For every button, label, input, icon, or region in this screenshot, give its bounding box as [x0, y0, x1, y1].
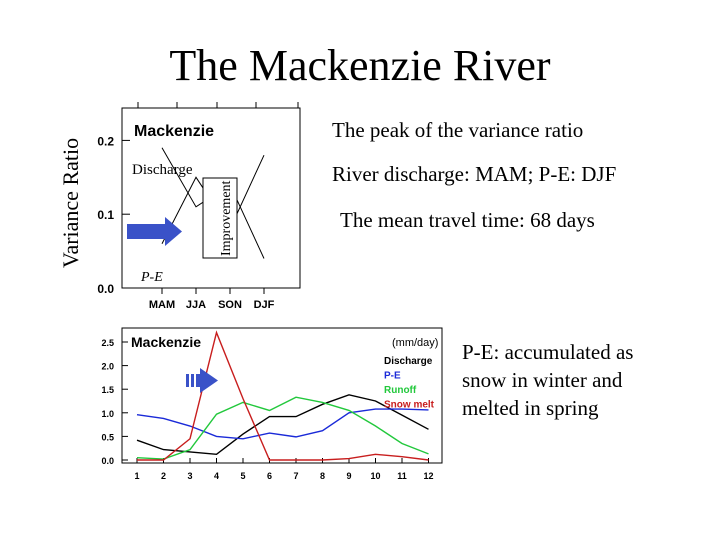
variance-x-tick-label: MAM — [149, 299, 175, 311]
legend-snowmelt: Snow melt — [384, 400, 435, 411]
legend-pe: P-E — [384, 371, 401, 382]
monthly-chart-frame — [121, 327, 443, 464]
variance-y-tick-label: 0.2 — [97, 134, 114, 148]
legend-discharge: Discharge — [384, 356, 433, 367]
note-pe-line-1: P-E: accumulated as — [462, 340, 634, 364]
monthly-y-tick-label: 1.5 — [101, 385, 114, 395]
unit-label: (mm/day) — [392, 337, 438, 349]
snowmelt-line — [137, 330, 429, 461]
variance-plot-border — [121, 107, 301, 289]
monthly-x-tick-label: 5 — [240, 471, 245, 481]
page-title: The Mackenzie River — [169, 41, 551, 90]
variance-x-tick-label: DJF — [254, 299, 275, 311]
discharge-series-label: Discharge — [132, 162, 193, 178]
monthly-y-tick-label: 0.5 — [101, 432, 114, 442]
monthly-y-tick-label: 1.0 — [101, 409, 114, 419]
improvement-box — [202, 177, 238, 259]
monthly-x-tick-label: 6 — [267, 471, 272, 481]
monthly-y-tick-label: 0.0 — [101, 456, 114, 466]
note-pe-line-3: melted in spring — [462, 396, 599, 420]
runoff-line — [136, 396, 429, 460]
monthly-x-tick-label: 8 — [320, 471, 325, 481]
monthly-legend: Discharge P-E Runoff Snow melt — [384, 356, 435, 411]
pe-series-label: P-E — [140, 270, 163, 285]
variance-x-tick-label: SON — [218, 299, 242, 311]
monthly-x-tick-label: 11 — [397, 471, 407, 481]
note-travel-time: The mean travel time: 68 days — [340, 208, 595, 232]
variance-y-tick-label: 0.0 — [97, 282, 114, 296]
monthly-chart-title: Mackenzie — [131, 334, 201, 350]
monthly-x-tick-label: 4 — [214, 471, 219, 481]
monthly-x-tick-label: 2 — [161, 471, 166, 481]
pe-line — [136, 408, 429, 440]
note-discharge-season: River discharge: MAM; P-E: DJF — [332, 162, 617, 186]
monthly-y-tick-label: 2.0 — [101, 362, 114, 372]
variance-chart-title: Mackenzie — [134, 123, 214, 140]
monthly-plot-border — [121, 327, 443, 464]
monthly-x-tick-label: 9 — [346, 471, 351, 481]
improvement-label: Improvement — [219, 180, 234, 256]
variance-y-tick-label: 0.1 — [97, 208, 114, 222]
note-pe-explanation: P-E: accumulated as snow in winter and m… — [462, 338, 633, 422]
legend-runoff: Runoff — [384, 385, 417, 396]
monthly-x-tick-label: 1 — [134, 471, 139, 481]
monthly-x-tick-label: 7 — [293, 471, 298, 481]
monthly-x-tick-label: 10 — [370, 471, 380, 481]
snowmelt-arrow — [186, 368, 218, 393]
variance-chart-frame — [121, 102, 301, 289]
variance-x-tick-label: JJA — [186, 299, 206, 311]
monthly-x-tick-label: 12 — [423, 471, 433, 481]
improvement-arrow — [127, 217, 182, 246]
monthly-x-tick-label: 3 — [187, 471, 192, 481]
monthly-y-tick-label: 2.5 — [101, 338, 114, 348]
note-peak: The peak of the variance ratio — [332, 118, 584, 142]
note-pe-line-2: snow in winter and — [462, 368, 623, 392]
